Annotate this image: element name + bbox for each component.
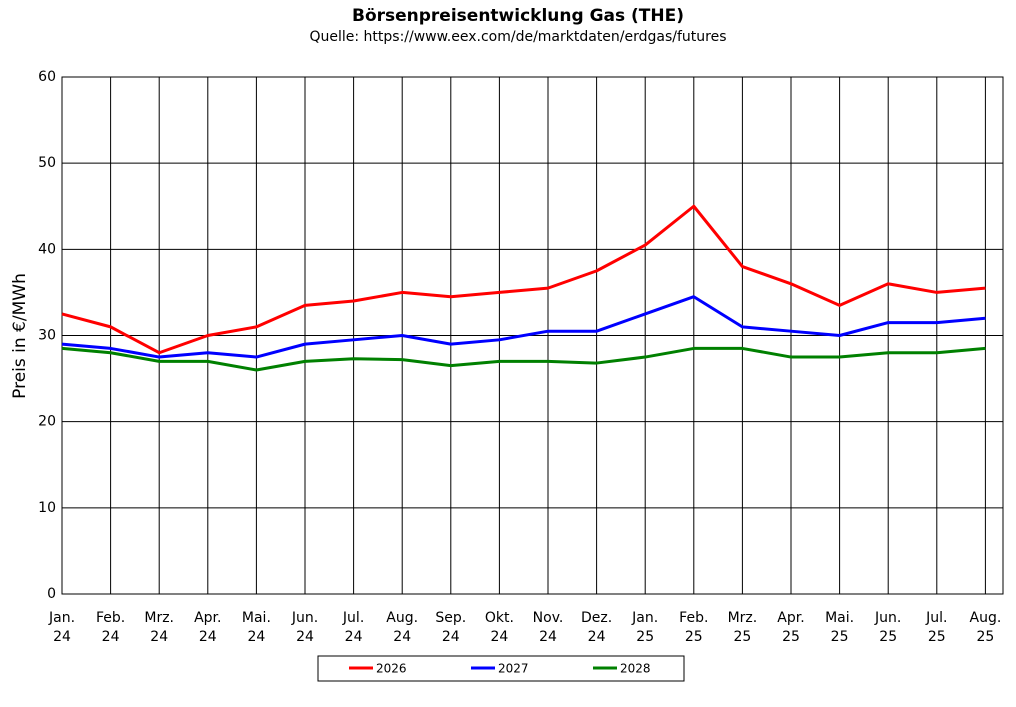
y-tick-label: 20 bbox=[38, 414, 56, 430]
x-tick-label: Jan. 24 bbox=[48, 610, 75, 645]
x-tick-label: Jul. 25 bbox=[925, 610, 947, 645]
series-line bbox=[61, 295, 986, 359]
legend-label: 2026 bbox=[376, 662, 407, 676]
x-tick-label: Sep. 24 bbox=[435, 610, 466, 645]
x-tick-label: Aug. 25 bbox=[970, 610, 1002, 645]
x-tick-label: Jun. 24 bbox=[291, 610, 318, 645]
y-tick-label: 0 bbox=[47, 586, 56, 602]
legend bbox=[317, 655, 685, 682]
x-tick-label: Dez. 24 bbox=[581, 610, 612, 645]
x-tick-label: Jul. 24 bbox=[342, 610, 364, 645]
x-tick-label: Feb. 24 bbox=[96, 610, 125, 645]
y-tick-label: 50 bbox=[38, 155, 56, 171]
x-tick-label: Aug. 24 bbox=[386, 610, 418, 645]
y-tick-label: 40 bbox=[38, 241, 56, 257]
chart-title: Börsenpreisentwicklung Gas (THE) bbox=[352, 6, 684, 26]
series-line bbox=[61, 204, 986, 355]
x-tick-label: Apr. 24 bbox=[194, 610, 221, 645]
chart-subtitle: Quelle: https://www.eex.com/de/marktdate… bbox=[309, 29, 726, 45]
x-tick-label: Jan. 25 bbox=[631, 610, 658, 645]
x-tick-label: Feb. 25 bbox=[679, 610, 708, 645]
x-tick-label: Jun. 25 bbox=[874, 610, 901, 645]
legend-label: 2028 bbox=[620, 662, 651, 676]
x-tick-label: Mai. 24 bbox=[242, 610, 271, 645]
y-axis-label: Preis in €/MWh bbox=[10, 273, 30, 399]
x-tick-label: Nov. 24 bbox=[533, 610, 564, 645]
legend-label: 2027 bbox=[498, 662, 529, 676]
x-tick-label: Mrz. 25 bbox=[728, 610, 758, 645]
y-tick-label: 10 bbox=[38, 500, 56, 516]
y-tick-label: 30 bbox=[38, 328, 56, 344]
y-tick-label: 60 bbox=[38, 69, 56, 85]
x-tick-label: Apr. 25 bbox=[777, 610, 804, 645]
x-tick-label: Mrz. 24 bbox=[144, 610, 174, 645]
series-line bbox=[61, 346, 986, 372]
x-tick-label: Mai. 25 bbox=[825, 610, 854, 645]
x-tick-label: Okt. 24 bbox=[485, 610, 514, 645]
